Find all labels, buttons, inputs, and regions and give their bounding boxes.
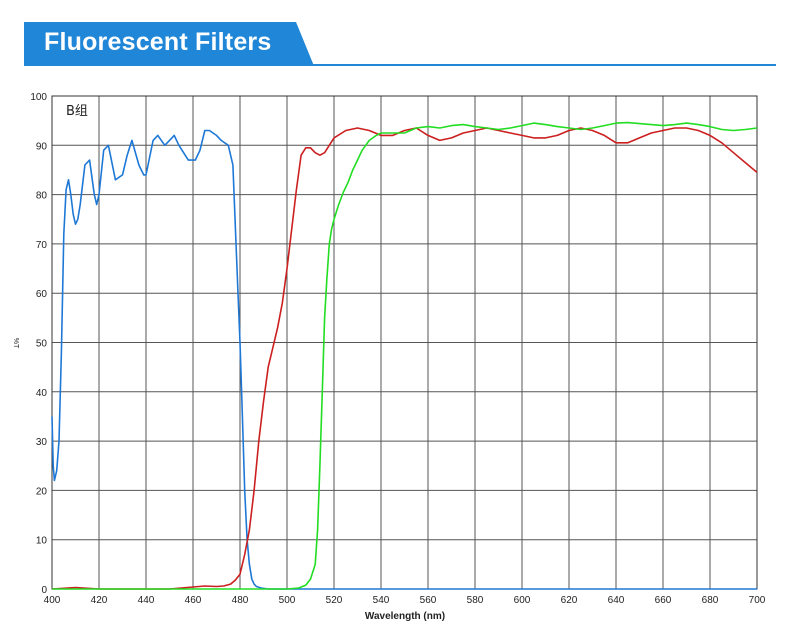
x-tick-label: 580 (467, 595, 484, 606)
y-tick-label: 20 (36, 486, 48, 497)
x-tick-label: 480 (232, 595, 249, 606)
green-filter-line (52, 121, 758, 590)
page-title: Fluorescent Filters (44, 28, 272, 56)
x-tick-label: 700 (749, 595, 766, 606)
y-tick-label: 70 (36, 240, 48, 251)
tick-labels: 400 420 440 460 480 500 520 540 560 580 600 620 640 6… (30, 92, 765, 606)
x-tick-label: 540 (373, 595, 390, 606)
x-tick-label: 460 (185, 595, 202, 606)
x-tick-label: 620 (561, 595, 578, 606)
x-tick-label: 400 (44, 595, 61, 606)
y-axis-label: %T (12, 338, 19, 349)
y-tick-label: 40 (36, 388, 48, 399)
x-tick-label: 420 (91, 595, 108, 606)
chart-annotation: B组 (66, 104, 88, 119)
x-axis-label: Wavelength (nm) (365, 611, 445, 622)
y-tick-label: 30 (36, 437, 48, 448)
series (51, 121, 758, 590)
y-tick-label: 50 (36, 339, 48, 350)
x-tick-label: 440 (138, 595, 155, 606)
title-banner-shape (24, 22, 314, 66)
grid (51, 95, 758, 590)
x-tick-label: 680 (702, 595, 719, 606)
red-filter-line (51, 127, 758, 590)
y-tick-label: 80 (36, 191, 48, 202)
y-tick-label: 0 (41, 585, 47, 596)
x-tick-label: 660 (655, 595, 672, 606)
y-tick-label: 60 (36, 289, 48, 300)
y-tick-label: 10 (36, 536, 48, 547)
y-tick-label: 100 (30, 92, 47, 103)
y-tick-label: 90 (36, 141, 48, 152)
x-tick-label: 560 (420, 595, 437, 606)
x-tick-label: 500 (279, 595, 296, 606)
title-underline (24, 64, 776, 66)
x-tick-label: 520 (326, 595, 343, 606)
title-banner (24, 22, 314, 66)
x-tick-label: 640 (608, 595, 625, 606)
blue-filter-line (51, 129, 757, 590)
x-tick-label: 600 (514, 595, 531, 606)
